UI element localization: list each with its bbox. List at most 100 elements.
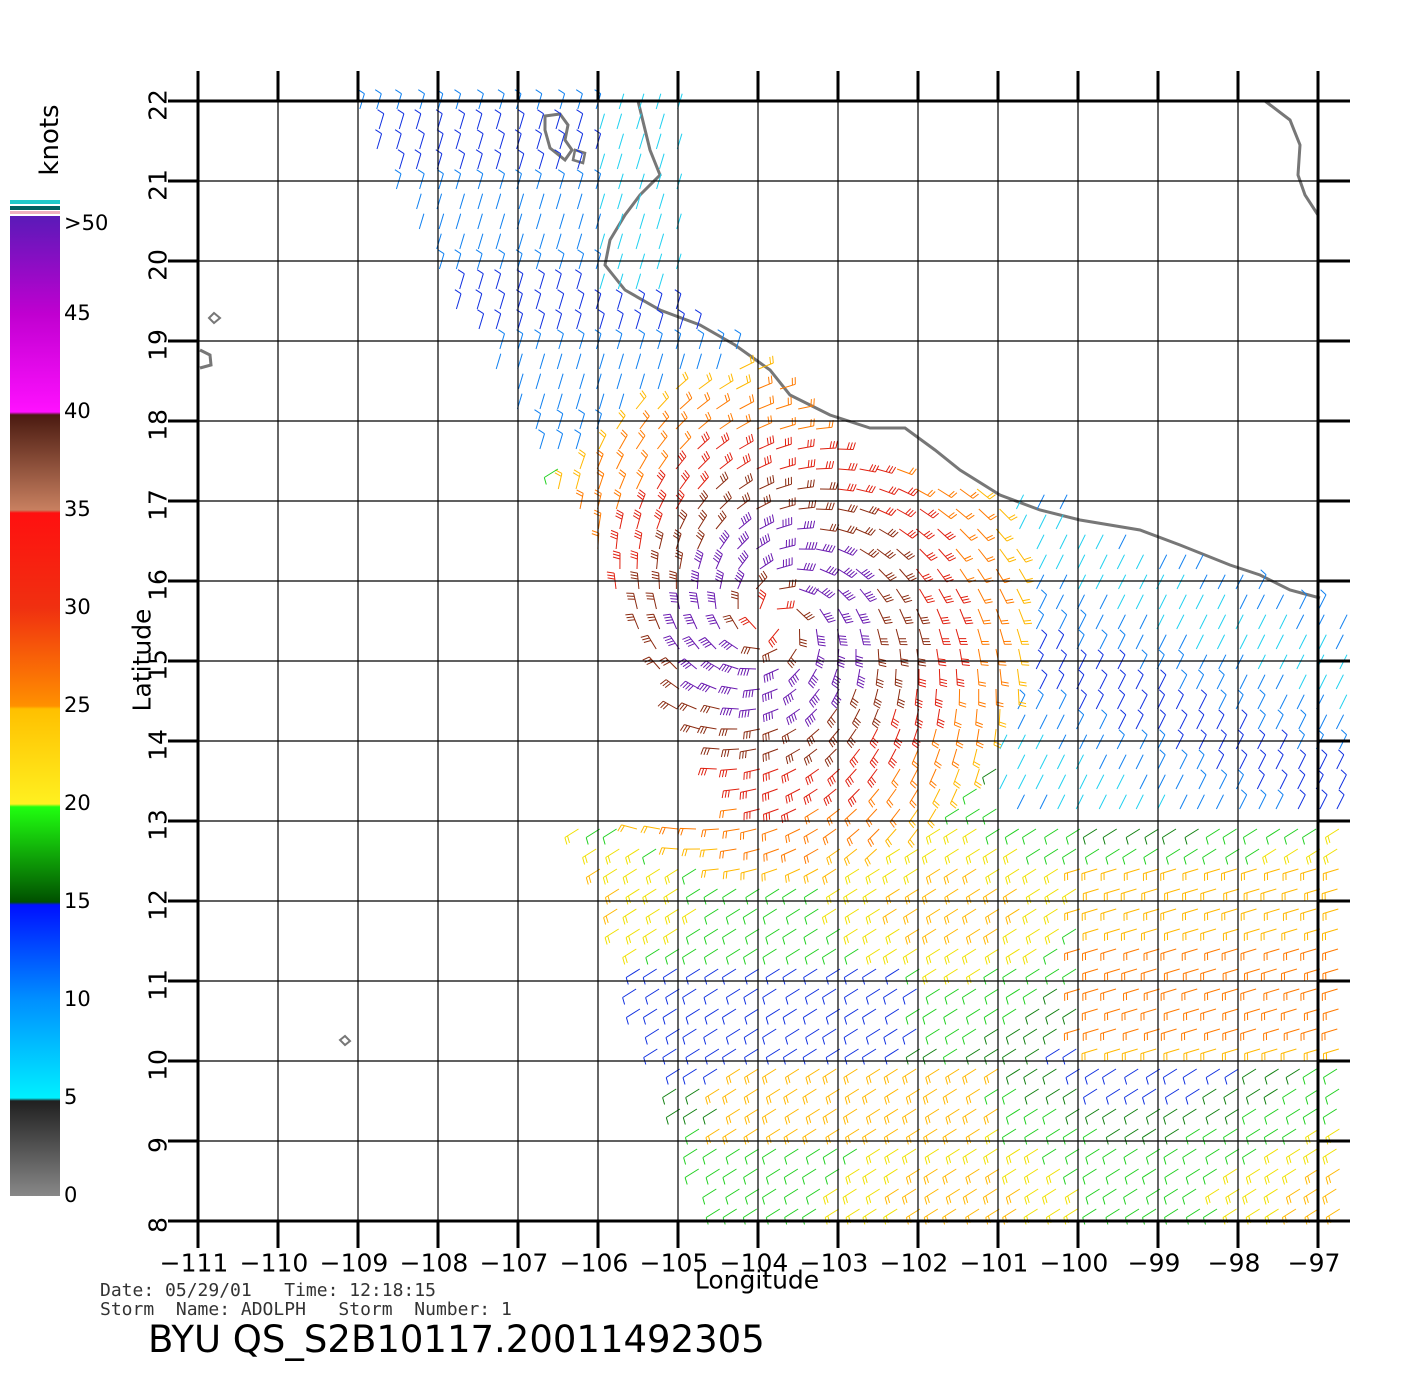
- wind-barb: [738, 616, 757, 630]
- wind-barb: [808, 668, 819, 689]
- wind-barb: [783, 1168, 799, 1185]
- wind-barb: [942, 1168, 957, 1185]
- wind-barb: [1062, 1048, 1077, 1065]
- wind-barb-shaft: [1035, 609, 1045, 630]
- wind-barb: [1005, 948, 1020, 965]
- wind-barb: [815, 648, 825, 669]
- wind-barb-shaft: [626, 592, 638, 610]
- wind-barb: [843, 968, 859, 985]
- wind-barb: [678, 509, 688, 530]
- wind-barb-shaft: [934, 748, 942, 769]
- wind-barb: [459, 193, 465, 210]
- wind-barb: [1017, 714, 1026, 730]
- wind-barb: [682, 988, 697, 1005]
- wind-barb-shaft: [498, 249, 506, 270]
- product-id: BYU QS_S2B10117.20011492305: [148, 1318, 765, 1361]
- wind-barb: [1139, 729, 1148, 750]
- wind-barb: [697, 329, 705, 350]
- wind-barb: [716, 393, 731, 410]
- wind-barb: [1300, 908, 1317, 921]
- wind-barb-shaft: [1017, 689, 1026, 710]
- wind-barb: [719, 373, 734, 390]
- wind-barb: [798, 541, 818, 550]
- wind-barb: [740, 868, 757, 881]
- wind-barb: [1184, 828, 1199, 845]
- wind-barb: [494, 149, 502, 170]
- wind-barb: [999, 734, 1008, 750]
- wind-barb-shaft: [738, 473, 753, 490]
- wind-barb-shaft: [965, 1048, 981, 1065]
- wind-barb-shaft: [924, 1148, 939, 1165]
- wind-barb: [804, 948, 819, 965]
- wind-barb-shaft: [936, 708, 945, 729]
- wind-barb-shaft: [1141, 888, 1158, 901]
- wind-barb-shaft: [535, 213, 542, 230]
- wind-barb: [438, 213, 445, 230]
- wind-barb-shaft: [825, 1088, 840, 1105]
- wind-barb: [977, 648, 989, 666]
- wind-barb-shaft: [554, 149, 562, 170]
- wind-barb: [642, 888, 657, 905]
- wind-barb-shaft: [962, 1068, 977, 1085]
- wind-barb: [955, 728, 964, 749]
- wind-barb: [885, 968, 900, 985]
- wind-barb-shaft: [1022, 908, 1037, 925]
- wind-barb: [1123, 1108, 1139, 1125]
- wind-barb: [945, 1148, 960, 1165]
- wind-barb-shaft: [862, 1008, 877, 1025]
- wind-barb: [725, 1068, 741, 1085]
- wind-barb: [1302, 1108, 1318, 1125]
- wind-barb-shaft: [781, 768, 797, 784]
- wind-barb: [1078, 689, 1087, 710]
- wind-barb-shaft: [802, 1088, 817, 1105]
- wind-barb: [871, 708, 881, 729]
- wind-barb-shaft: [942, 1048, 958, 1065]
- wind-barb: [1084, 1068, 1100, 1085]
- wind-barb: [895, 628, 908, 646]
- wind-barb-shaft: [1235, 689, 1244, 710]
- wind-barb: [499, 213, 506, 230]
- wind-barb-shaft: [884, 1188, 899, 1205]
- wind-barb: [664, 908, 679, 925]
- wind-barb-shaft: [871, 708, 881, 729]
- wind-barb: [646, 613, 661, 630]
- latitude-tick-label: 20: [143, 249, 173, 281]
- wind-barb-shaft: [1257, 654, 1266, 670]
- wind-barb-shaft: [867, 828, 880, 847]
- wind-barb: [702, 1188, 717, 1205]
- wind-barb-shaft: [1279, 654, 1288, 670]
- wind-barb: [617, 193, 623, 210]
- wind-barb-shaft: [1223, 888, 1240, 901]
- wind-barb-shaft: [921, 848, 937, 865]
- wind-barb-shaft: [1043, 868, 1059, 885]
- wind-barb-shaft: [618, 133, 624, 150]
- wind-barb: [740, 828, 757, 841]
- wind-barb-shaft: [965, 928, 981, 945]
- wind-barb-shaft: [1322, 1008, 1339, 1021]
- wind-barb: [476, 169, 484, 190]
- wind-barb: [682, 1108, 698, 1125]
- wind-barb: [1082, 1028, 1099, 1041]
- wind-barb-shaft: [762, 1188, 777, 1205]
- colorbar-tick-label: 40: [64, 399, 91, 423]
- wind-barb: [999, 508, 1018, 521]
- wind-barb-shaft: [908, 808, 919, 829]
- wind-barb-shaft: [1025, 848, 1041, 865]
- wind-barb: [1222, 968, 1239, 981]
- wind-barb: [862, 1008, 877, 1025]
- wind-barb: [1104, 1048, 1121, 1061]
- wind-barb-shaft: [1024, 1128, 1039, 1145]
- wind-barb: [1325, 1168, 1340, 1185]
- wind-barb-shaft: [615, 289, 623, 310]
- wind-barb-shaft: [678, 509, 688, 530]
- wind-barb-shaft: [1081, 908, 1098, 921]
- wind-barb: [1118, 709, 1127, 730]
- wind-barb: [1043, 908, 1058, 925]
- wind-barb: [705, 1128, 720, 1145]
- wind-barb-shaft: [978, 689, 986, 708]
- wind-barb: [604, 888, 620, 905]
- wind-barb: [865, 1188, 880, 1205]
- wind-barb: [1303, 1148, 1318, 1165]
- longitude-tick-label: −102: [879, 1248, 949, 1278]
- wind-barb-shaft: [1256, 594, 1265, 610]
